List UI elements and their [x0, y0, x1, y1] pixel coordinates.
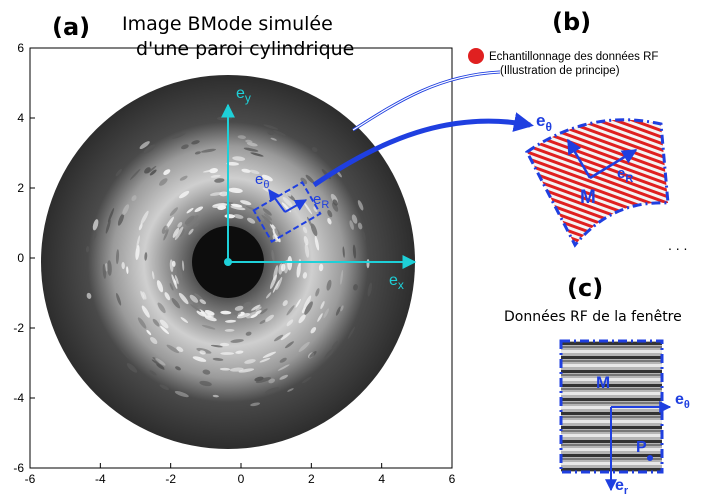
panel-c-label: (c): [567, 274, 603, 302]
local-etheta-arrow: [268, 189, 286, 213]
y-ticks: 6 4 2 0 -2 -4 -6: [13, 41, 35, 475]
sector-point-M: M: [580, 187, 596, 208]
panel-a-title-line1: Image BMode simulée: [122, 13, 333, 35]
panel-c: (c) Données RF de la fenêtre M P eθ er: [504, 274, 690, 497]
legend-line1: Echantillonnage des données RF: [489, 51, 658, 63]
panel-b-label: (b): [552, 8, 591, 36]
local-etheta-label: eθ: [255, 171, 269, 191]
panel-c-title: Données RF de la fenêtre: [504, 309, 682, 325]
sample-legend-icon: [468, 48, 484, 64]
legend-line2: (Illustration de principe): [500, 65, 620, 77]
sector-eR-label: eR: [617, 165, 633, 185]
panel-b: (b) Echantillonnage des données RF (Illu…: [468, 8, 687, 253]
speckle-texture: [85, 116, 373, 407]
legend-connector-inner: [352, 71, 501, 131]
x-tick-label: 2: [308, 472, 315, 486]
y-tick-label: 6: [17, 41, 24, 55]
y-tick-label: 2: [17, 181, 24, 195]
y-tick-label: 0: [17, 251, 24, 265]
y-tick-label: -4: [13, 391, 24, 405]
continuation-dots: . . .: [668, 237, 687, 253]
panel-a: eθ eR ey ex -6 -4 -2 0 2 4 6 6 4 2 0 -2 -4 -6 (a) Im…: [13, 13, 455, 486]
window-point-M: M: [596, 373, 610, 392]
window-etheta-label: eθ: [675, 391, 690, 411]
sector-etheta-arrow: [566, 138, 592, 179]
y-tick-label: 4: [17, 111, 24, 125]
x-tick-label: 0: [238, 472, 245, 486]
window-point-P: P: [636, 439, 647, 456]
sector-eR-arrow: [589, 148, 638, 180]
ey-label: ey: [236, 85, 251, 105]
panel-a-title-line2: d'une paroi cylindrique: [136, 38, 354, 60]
x-ticks: -6 -4 -2 0 2 4 6: [25, 463, 456, 486]
local-eR-arrow: [284, 199, 308, 213]
ex-label: ex: [389, 272, 404, 292]
y-tick-label: -6: [13, 461, 24, 475]
rf-sample-sector: [525, 118, 670, 248]
x-tick-label: -6: [25, 472, 36, 486]
zoom-arrow: [312, 112, 534, 188]
y-tick-label: -2: [13, 321, 24, 335]
sector-etheta-label: eθ: [536, 111, 552, 134]
window-er-label: er: [615, 477, 629, 497]
x-tick-label: -2: [165, 472, 176, 486]
panel-a-label: (a): [52, 13, 90, 41]
x-tick-label: -4: [95, 472, 106, 486]
point-p-dot: [647, 455, 653, 461]
x-tick-label: 4: [378, 472, 385, 486]
x-tick-label: 6: [449, 472, 456, 486]
origin-dot: [224, 258, 232, 266]
local-eR-label: eR: [313, 191, 329, 211]
